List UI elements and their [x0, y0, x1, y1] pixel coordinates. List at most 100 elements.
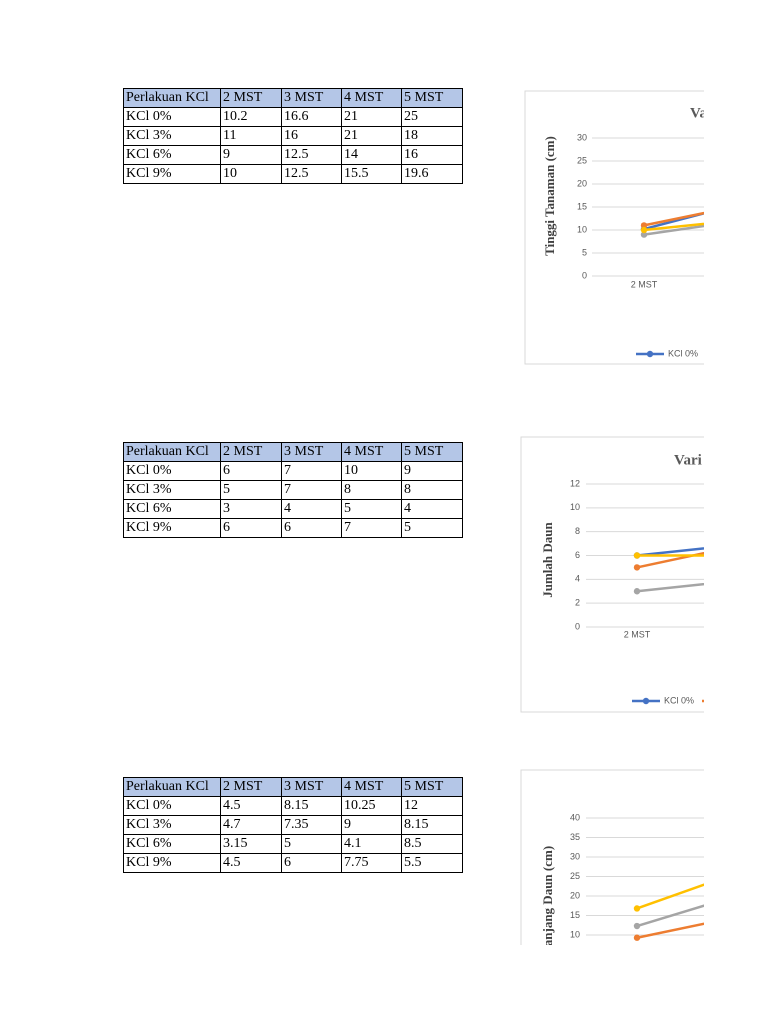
table-cell: 10.25 [341, 796, 402, 816]
table-cell: 18 [401, 126, 463, 146]
data-point [633, 564, 641, 571]
table-cell: 4 MST [341, 442, 402, 462]
table-cell: 5 MST [401, 88, 463, 108]
data-point [753, 215, 759, 221]
series-line [635, 547, 704, 557]
table-cell: 9 [341, 815, 402, 835]
legend-marker [642, 697, 650, 705]
table-cell: 10 [341, 461, 402, 481]
data-point [640, 231, 648, 238]
table-cell: 4 [281, 499, 342, 519]
series-line [642, 211, 704, 227]
table-cell: 4.5 [220, 796, 282, 816]
table-row: KCl 6% 3 4 5 4 [123, 499, 463, 519]
table-row: KCl 0% 4.5 8.15 10.25 12 [123, 796, 463, 816]
y-tick-label: 30 [577, 132, 587, 142]
data-point [633, 588, 641, 595]
data-point [746, 576, 752, 582]
table-cell: KCl 6% [123, 145, 221, 165]
data-point [746, 540, 752, 546]
table-cell: 16 [281, 126, 342, 146]
legend-label: KCl 0% [668, 348, 698, 358]
table-cell: KCl 6% [123, 499, 221, 519]
y-axis-label: Panjang Daun (cm) [540, 846, 555, 954]
data-point [633, 922, 641, 930]
table-row: KCl 0% 6 7 10 9 [123, 461, 463, 481]
table-cell: Perlakuan KCl [123, 88, 221, 108]
table-cell: 8.5 [401, 834, 463, 854]
data-table: Perlakuan KCl 2 MST 3 MST 4 MST 5 MST KCl 0% 4… [123, 777, 463, 873]
data-point [633, 552, 641, 559]
y-axis-label: Tinggi Tanaman (cm) [542, 136, 557, 256]
legend-label: KCl 3% [734, 695, 764, 705]
data-point [746, 552, 752, 558]
data-point [746, 540, 752, 546]
chart: 0 5 10 15 20 25 30 2 MST Va Tinggi Tanaman (cm) KC… [524, 90, 768, 365]
table-cell: 5 [220, 480, 282, 500]
table-cell: KCl 9% [123, 853, 221, 873]
table-cell: 9 [401, 461, 463, 481]
data-point [753, 215, 759, 221]
y-tick-label: 40 [570, 812, 580, 822]
table-cell: 6 [220, 518, 282, 538]
chart-title: Vari [674, 452, 702, 468]
legend-marker [717, 351, 723, 357]
table-cell: KCl 0% [123, 461, 221, 481]
table-cell: 5 [401, 518, 463, 538]
y-tick-label: 2 [575, 598, 580, 608]
table-row: KCl 0% 10.2 16.6 21 25 [123, 107, 463, 127]
table-cell: 7 [341, 518, 402, 538]
table-cell: 3 MST [281, 777, 342, 797]
table-row: KCl 3% 5 7 8 8 [123, 480, 463, 500]
table-header-row: Perlakuan KCl 2 MST 3 MST 4 MST 5 MST [123, 777, 463, 797]
y-tick-label: 5 [582, 247, 587, 257]
table-header-row: Perlakuan KCl 2 MST 3 MST 4 MST 5 MST [123, 442, 463, 462]
chart-frame [520, 436, 704, 713]
table-cell: 5 MST [401, 777, 463, 797]
y-tick-label: 0 [582, 270, 587, 280]
data-table: Perlakuan KCl 2 MST 3 MST 4 MST 5 MST KCl 0% 6… [123, 442, 463, 538]
table-cell: KCl 9% [123, 518, 221, 538]
table-cell: 7.75 [341, 853, 402, 873]
table-cell: 11 [220, 126, 282, 146]
y-tick-label: 12 [570, 478, 580, 488]
table-cell: 12 [401, 796, 463, 816]
legend-marker [713, 698, 719, 704]
chart: 0 2 4 6 8 10 12 2 MST Vari Jumlah Daun KCl 0% KCl 3… [520, 436, 764, 713]
table-row: KCl 9% 10 12.5 15.5 19.6 [123, 164, 463, 184]
table-header-row: Perlakuan KCl 2 MST 3 MST 4 MST 5 MST [123, 88, 463, 108]
table-cell: 2 MST [220, 777, 282, 797]
table-row: KCl 9% 6 6 7 5 [123, 518, 463, 538]
table-cell: 4.1 [341, 834, 402, 854]
y-tick-label: 15 [577, 201, 587, 211]
table-cell: 4.7 [220, 815, 282, 835]
table-cell: KCl 3% [123, 480, 221, 500]
legend-label: KCl 3% [738, 348, 768, 358]
table-cell: 19.6 [401, 164, 463, 184]
table-cell: 16 [401, 145, 463, 165]
series-line [635, 582, 704, 593]
y-tick-label: 10 [570, 502, 580, 512]
table-cell: KCl 0% [123, 107, 221, 127]
table-cell: 7 [281, 461, 342, 481]
table-cell: 4 MST [341, 88, 402, 108]
y-axis-label: Jumlah Daun [540, 521, 555, 597]
table-cell: 8 [341, 480, 402, 500]
y-tick-label: 6 [575, 550, 580, 560]
table-cell: 16.6 [281, 107, 342, 127]
table-cell: 4 MST [341, 777, 402, 797]
table-cell: 6 [220, 461, 282, 481]
legend-marker [646, 350, 654, 358]
chart-title: Va [690, 105, 707, 121]
table-cell: Perlakuan KCl [123, 777, 221, 797]
table-cell: KCl 6% [123, 834, 221, 854]
series-line [635, 883, 704, 910]
table-cell: 8.15 [281, 796, 342, 816]
y-tick-label: 4 [575, 574, 580, 584]
y-tick-label: 35 [570, 832, 580, 842]
table-cell: 2 MST [220, 442, 282, 462]
series-line [642, 222, 704, 232]
table-cell: 8 [401, 480, 463, 500]
